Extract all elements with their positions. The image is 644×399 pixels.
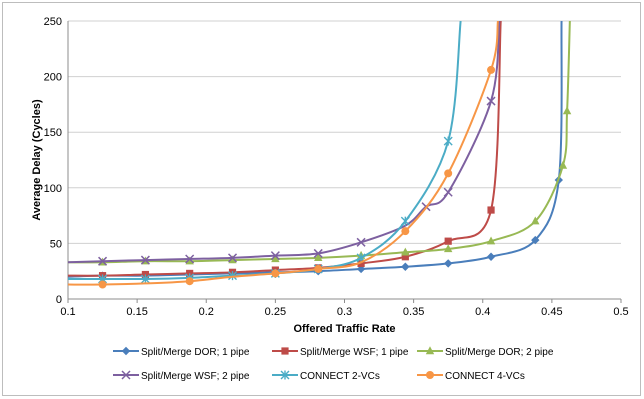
- legend-marker: [281, 347, 289, 355]
- x-tick-label: 0.45: [541, 306, 562, 318]
- x-tick-label: 0.25: [265, 306, 286, 318]
- series-2: [68, 21, 502, 280]
- legend-label: Split/Merge WSF; 2 pipe: [141, 371, 250, 382]
- data-point: [486, 96, 496, 106]
- data-point: [486, 236, 496, 245]
- legend-item: Split/Merge WSF; 1 pipe: [272, 347, 409, 358]
- data-point: [185, 256, 194, 265]
- x-axis-title: Offered Traffic Rate: [293, 323, 395, 335]
- x-tick-label: 0.15: [126, 306, 147, 318]
- data-point: [140, 274, 150, 284]
- y-tick-label: 0: [56, 294, 62, 306]
- legend-label: Split/Merge WSF; 1 pipe: [300, 347, 409, 358]
- data-point: [271, 269, 280, 278]
- data-point: [313, 248, 323, 258]
- legend-label: CONNECT 4-VCs: [445, 371, 525, 382]
- x-tick-label: 0.2: [199, 306, 214, 318]
- data-point: [98, 256, 108, 266]
- series-5: [68, 21, 462, 284]
- legend-marker: [121, 370, 131, 380]
- y-tick-label: 150: [44, 127, 62, 139]
- data-point: [228, 271, 238, 281]
- data-point: [487, 206, 495, 214]
- series-line: [68, 21, 502, 277]
- data-point: [562, 106, 572, 115]
- data-point: [356, 237, 366, 247]
- data-point: [270, 251, 280, 261]
- series-line: [68, 21, 563, 278]
- legend-label: Split/Merge DOR; 2 pipe: [445, 347, 554, 358]
- data-point: [401, 247, 410, 256]
- x-tick-label: 0.1: [60, 306, 75, 318]
- data-point: [444, 169, 453, 178]
- series-6: [68, 21, 499, 289]
- data-point: [185, 254, 195, 264]
- legend-marker: [280, 370, 290, 380]
- data-point: [314, 264, 323, 273]
- data-point: [486, 252, 496, 261]
- y-axis-title: Average Delay (Cycles): [31, 99, 43, 221]
- data-point: [227, 253, 238, 263]
- data-point: [531, 235, 540, 245]
- legend-item: Split/Merge DOR; 1 pipe: [113, 346, 250, 358]
- data-point: [400, 216, 410, 226]
- series-line: [68, 21, 462, 281]
- legend-item: CONNECT 4-VCs: [417, 371, 525, 382]
- data-point: [314, 253, 323, 262]
- legend-marker: [121, 346, 131, 356]
- data-point: [443, 244, 453, 253]
- series-4: [68, 21, 501, 266]
- series-line: [68, 21, 499, 286]
- x-tick-label: 0.4: [475, 306, 490, 318]
- x-tick-label: 0.3: [337, 306, 352, 318]
- data-point: [357, 259, 365, 268]
- data-point: [228, 255, 237, 264]
- data-point: [401, 227, 410, 236]
- series-3: [68, 21, 572, 266]
- legend-marker: [426, 371, 434, 379]
- data-point: [487, 65, 496, 74]
- x-tick-label: 0.5: [613, 306, 628, 318]
- data-point: [531, 216, 540, 225]
- data-point: [443, 259, 453, 268]
- y-tick-label: 100: [44, 183, 62, 195]
- data-point: [443, 187, 453, 197]
- data-point: [98, 280, 107, 289]
- y-tick-label: 250: [44, 16, 62, 28]
- legend-item: Split/Merge DOR; 2 pipe: [417, 346, 554, 358]
- data-point: [140, 255, 150, 265]
- legend-item: Split/Merge WSF; 2 pipe: [113, 370, 250, 382]
- data-point: [271, 254, 280, 263]
- data-point: [401, 253, 409, 261]
- data-point: [185, 277, 194, 286]
- data-point: [401, 262, 410, 271]
- y-tick-label: 50: [50, 238, 62, 250]
- data-point: [443, 136, 453, 146]
- legend-label: Split/Merge DOR; 1 pipe: [141, 347, 250, 358]
- data-point: [558, 160, 568, 169]
- y-tick-label: 200: [44, 72, 62, 84]
- x-tick-label: 0.35: [403, 306, 424, 318]
- legend-marker: [425, 346, 435, 355]
- series-line: [68, 21, 501, 264]
- chart-frame: [2, 2, 641, 396]
- data-point: [444, 237, 452, 245]
- legend-label: CONNECT 2-VCs: [300, 371, 380, 382]
- legend-item: CONNECT 2-VCs: [272, 370, 380, 382]
